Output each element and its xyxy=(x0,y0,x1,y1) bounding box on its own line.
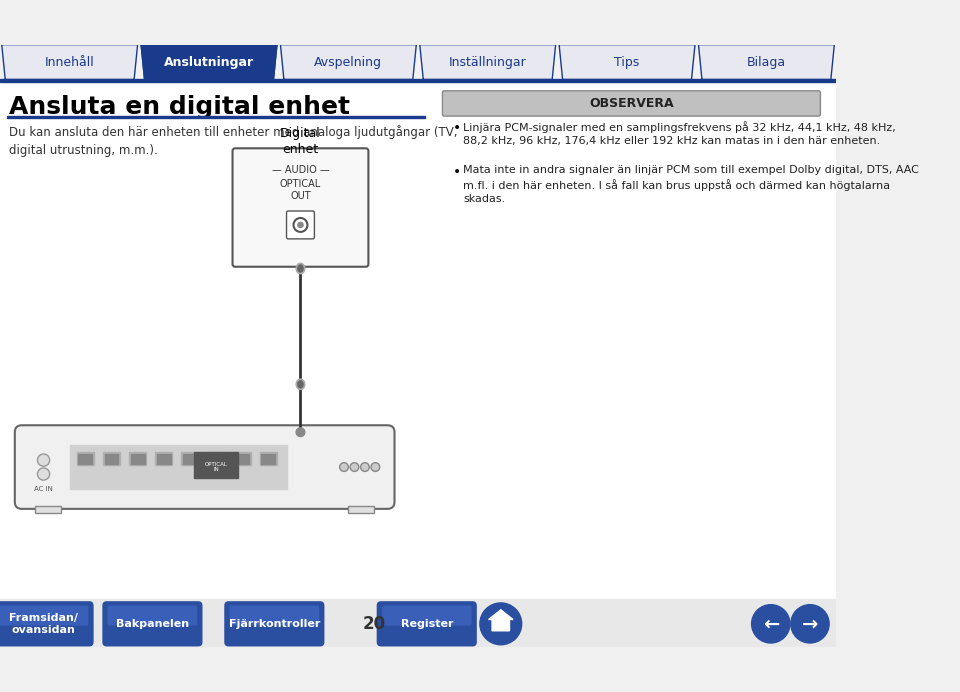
Polygon shape xyxy=(420,45,556,80)
Bar xyxy=(348,507,374,513)
Ellipse shape xyxy=(298,381,303,388)
Bar xyxy=(207,453,225,465)
FancyBboxPatch shape xyxy=(232,148,369,266)
Bar xyxy=(235,454,249,464)
Circle shape xyxy=(340,463,348,471)
Bar xyxy=(209,454,223,464)
Text: ←: ← xyxy=(762,614,779,633)
Circle shape xyxy=(791,605,829,643)
Bar xyxy=(129,453,146,465)
Bar xyxy=(131,454,145,464)
Text: Digital
enhet: Digital enhet xyxy=(280,127,321,156)
Bar xyxy=(70,445,287,489)
Ellipse shape xyxy=(296,379,305,390)
Text: Framsidan/
ovansidan: Framsidan/ ovansidan xyxy=(9,613,78,635)
Polygon shape xyxy=(489,610,513,619)
Text: Anslutningar: Anslutningar xyxy=(164,55,254,69)
FancyBboxPatch shape xyxy=(382,606,471,626)
Polygon shape xyxy=(559,45,695,80)
Bar xyxy=(0,599,836,647)
Text: →: → xyxy=(802,614,818,633)
Circle shape xyxy=(480,603,521,645)
Bar xyxy=(233,453,251,465)
Bar xyxy=(0,80,836,82)
FancyBboxPatch shape xyxy=(443,91,821,116)
Text: Innehåll: Innehåll xyxy=(45,55,94,69)
FancyBboxPatch shape xyxy=(108,606,197,626)
Text: Register: Register xyxy=(400,619,453,629)
Circle shape xyxy=(298,222,303,228)
Polygon shape xyxy=(141,45,276,80)
Circle shape xyxy=(350,463,359,471)
Bar xyxy=(183,454,197,464)
Bar xyxy=(259,453,276,465)
Text: OPTICAL
OUT: OPTICAL OUT xyxy=(280,179,321,201)
FancyBboxPatch shape xyxy=(0,606,88,626)
Bar xyxy=(156,454,171,464)
Ellipse shape xyxy=(296,428,305,437)
Text: Bakpanelen: Bakpanelen xyxy=(116,619,189,629)
Bar xyxy=(7,116,425,118)
Text: 20: 20 xyxy=(363,614,386,632)
Text: OBSERVERA: OBSERVERA xyxy=(589,97,674,110)
Bar xyxy=(0,82,836,599)
Text: OPTICAL
IN: OPTICAL IN xyxy=(204,462,228,473)
Text: Bilaga: Bilaga xyxy=(747,55,786,69)
Bar xyxy=(194,453,238,478)
FancyBboxPatch shape xyxy=(286,211,315,239)
Bar xyxy=(105,454,118,464)
Text: Ansluta en digital enhet: Ansluta en digital enhet xyxy=(9,95,349,119)
Ellipse shape xyxy=(296,263,305,274)
Text: •: • xyxy=(453,165,461,179)
Circle shape xyxy=(371,463,380,471)
Bar xyxy=(155,453,173,465)
Text: •: • xyxy=(453,121,461,136)
FancyBboxPatch shape xyxy=(14,426,395,509)
FancyBboxPatch shape xyxy=(0,601,94,646)
Polygon shape xyxy=(2,45,137,80)
Polygon shape xyxy=(699,45,834,80)
FancyBboxPatch shape xyxy=(103,601,203,646)
Circle shape xyxy=(752,605,790,643)
Text: AC IN: AC IN xyxy=(35,486,53,493)
Text: Fjärrkontroller: Fjärrkontroller xyxy=(228,619,320,629)
Bar xyxy=(35,507,61,513)
Polygon shape xyxy=(492,610,510,631)
Text: Avspelning: Avspelning xyxy=(314,55,382,69)
Bar xyxy=(77,453,94,465)
Text: Linjära PCM-signaler med en samplingsfrekvens på 32 kHz, 44,1 kHz, 48 kHz,
88,2 : Linjära PCM-signaler med en samplingsfre… xyxy=(464,121,896,147)
Polygon shape xyxy=(280,45,417,80)
Bar xyxy=(181,453,199,465)
Ellipse shape xyxy=(298,265,303,272)
Text: Tips: Tips xyxy=(614,55,639,69)
Bar xyxy=(79,454,92,464)
Text: Mata inte in andra signaler än linjär PCM som till exempel Dolby digital, DTS, A: Mata inte in andra signaler än linjär PC… xyxy=(464,165,920,204)
Circle shape xyxy=(37,454,50,466)
Circle shape xyxy=(37,468,50,480)
Bar xyxy=(103,453,120,465)
FancyBboxPatch shape xyxy=(225,601,324,646)
Text: Du kan ansluta den här enheten till enheter med analoga ljudutgångar (TV,
digita: Du kan ansluta den här enheten till enhe… xyxy=(9,125,457,157)
Text: Inställningar: Inställningar xyxy=(449,55,527,69)
FancyBboxPatch shape xyxy=(376,601,477,646)
Text: — AUDIO —: — AUDIO — xyxy=(272,165,329,175)
Circle shape xyxy=(361,463,370,471)
Bar xyxy=(261,454,276,464)
FancyBboxPatch shape xyxy=(229,606,319,626)
